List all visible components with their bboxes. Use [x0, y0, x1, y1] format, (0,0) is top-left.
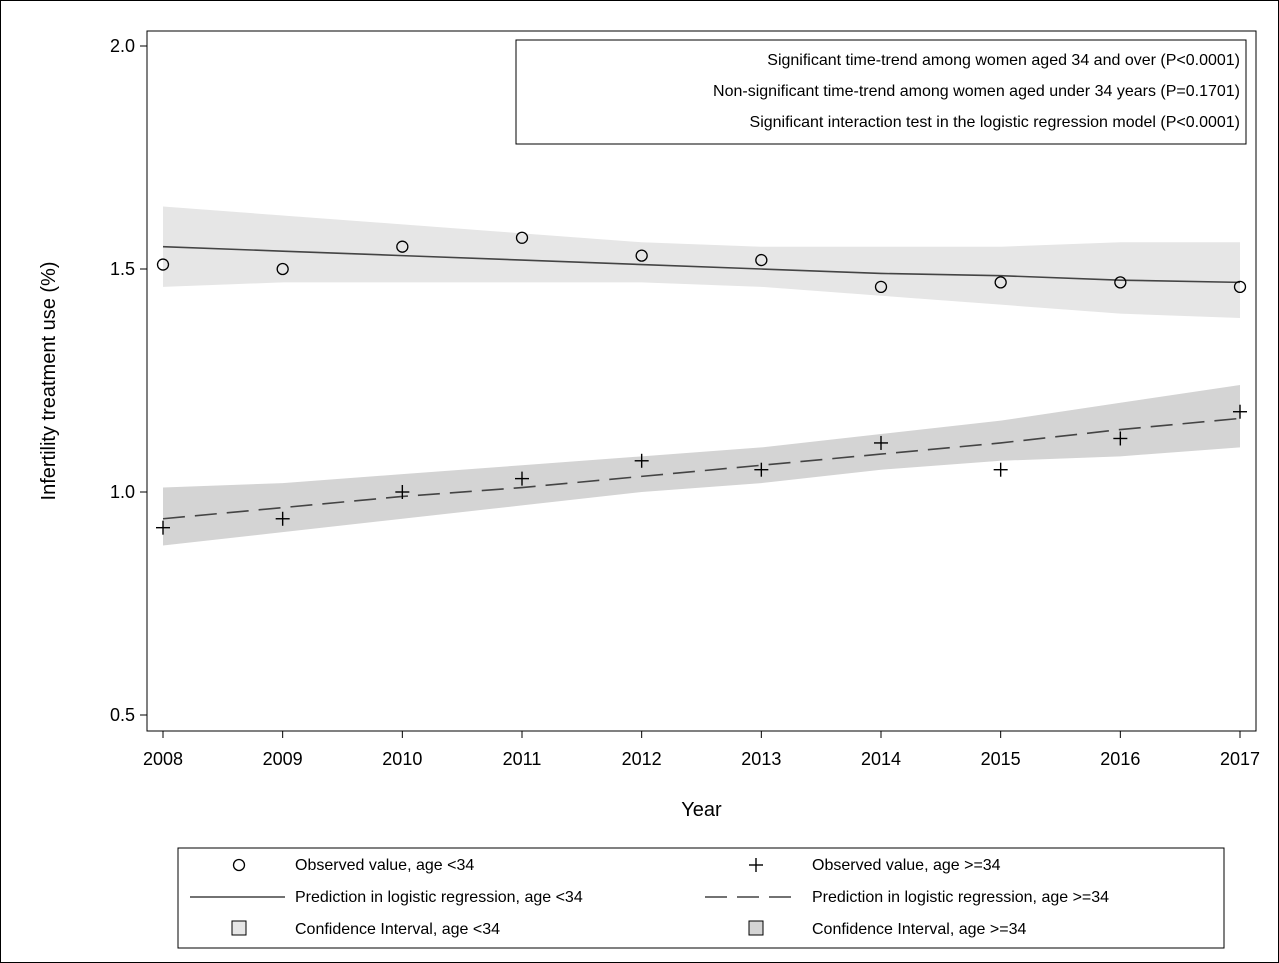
- x-tick-label-2012: 2012: [622, 749, 662, 769]
- x-tick-label-2009: 2009: [263, 749, 303, 769]
- marker-circle-2017: [1233, 280, 1247, 293]
- marker-plus-2008: [156, 520, 170, 535]
- legend-label-observed-under-34: Observed value, age <34: [295, 857, 474, 874]
- legend-label-observed-34-plus: Observed value, age >=34: [812, 857, 1001, 874]
- x-axis-title: Year: [681, 799, 722, 821]
- legend-swatch-plus: [749, 858, 763, 872]
- annotation-line-3: Significant interaction test in the logi…: [750, 114, 1240, 131]
- marker-circle-2013: [755, 253, 768, 267]
- marker-circle-2012: [635, 249, 648, 262]
- ci-band-5: [163, 384, 1240, 546]
- prediction-line-2: [162, 245, 1241, 284]
- x-tick-label-2010: 2010: [382, 749, 422, 769]
- marker-circle-2010: [396, 240, 409, 253]
- marker-circle-2016: [1114, 276, 1127, 289]
- annotation-line-2: Non-significant time-trend among women a…: [713, 83, 1240, 100]
- marker-circle-2014: [874, 280, 888, 293]
- marker-plus-2013: [754, 462, 769, 477]
- legend-swatch-ci-under-34: [231, 920, 247, 936]
- marker-circle-2011: [515, 231, 529, 244]
- legend-swatch-circle: [232, 858, 246, 872]
- marker-plus-2014: [874, 435, 888, 450]
- y-axis-title: Infertility treatment use (%): [38, 262, 60, 501]
- legend-swatch-ci-34-plus: [748, 920, 764, 936]
- legend-border: [177, 847, 1225, 949]
- legend: Observed value, age <34 Observed value, …: [177, 847, 1225, 949]
- x-tick-label-2013: 2013: [741, 749, 781, 769]
- marker-plus-2017: [1233, 404, 1247, 419]
- marker-plus-2010: [395, 485, 410, 499]
- marker-plus-2012: [634, 453, 649, 468]
- marker-plus-2015: [993, 462, 1008, 477]
- marker-plus-2009: [275, 511, 290, 526]
- annotation-box: Significant time-trend among women aged …: [515, 39, 1247, 145]
- marker-circle-2008: [156, 258, 170, 271]
- prediction-line-3: [162, 417, 1241, 520]
- legend-label-prediction-34-plus: Prediction in logistic regression, age >…: [812, 889, 1109, 906]
- plot-area-border: [146, 30, 1257, 732]
- legend-label-ci-34-plus: Confidence Interval, age >=34: [812, 921, 1026, 938]
- x-tick-label-2008: 2008: [143, 749, 183, 769]
- legend-label-prediction-under-34: Prediction in logistic regression, age <…: [295, 889, 583, 906]
- annotation-box-border: [515, 39, 1247, 145]
- axes: 2008 2009 2010 2011 2012 2013 2014 2015 2016 2017…: [110, 36, 1260, 769]
- y-tick-label-0.5: 0.5: [110, 705, 135, 725]
- marker-circle-2009: [276, 262, 289, 276]
- confidence-bands: [163, 206, 1240, 546]
- prediction-lines: [162, 245, 1241, 520]
- y-tick-label-1.0: 1.0: [110, 482, 135, 502]
- observed-markers: [156, 231, 1247, 535]
- x-tick-label-2017: 2017: [1220, 749, 1260, 769]
- x-tick-label-2016: 2016: [1100, 749, 1140, 769]
- marker-circle-2015: [994, 276, 1007, 289]
- y-tick-label-2.0: 2.0: [110, 36, 135, 56]
- y-tick-label-1.5: 1.5: [110, 259, 135, 279]
- marker-plus-2016: [1113, 431, 1128, 446]
- ci-band-4: [163, 206, 1240, 319]
- x-tick-label-2015: 2015: [981, 749, 1021, 769]
- legend-label-ci-under-34: Confidence Interval, age <34: [295, 921, 500, 938]
- annotation-line-1: Significant time-trend among women aged …: [767, 52, 1240, 69]
- x-tick-label-2014: 2014: [861, 749, 901, 769]
- marker-plus-2011: [515, 471, 529, 486]
- x-tick-label-2011: 2011: [503, 749, 542, 769]
